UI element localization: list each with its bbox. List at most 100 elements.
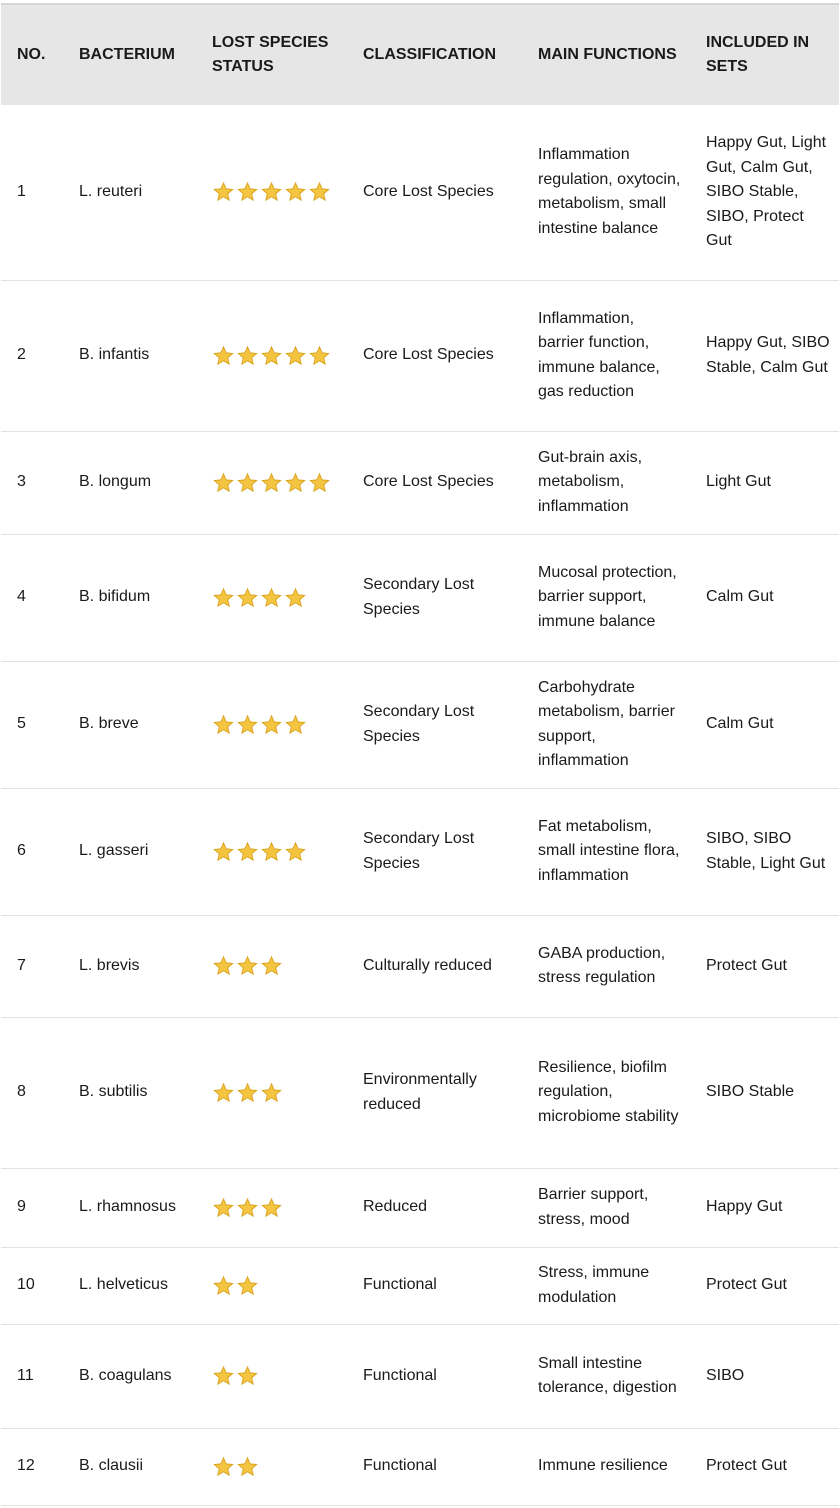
cell-bacterium: L. rhamnosus: [63, 1168, 196, 1248]
star-icon: [213, 1197, 234, 1217]
star-icon: [237, 1197, 258, 1217]
star-icon: [237, 1456, 258, 1476]
cell-sets: Protect Gut: [690, 915, 839, 1018]
star-icon: [261, 181, 282, 202]
star-icon: [309, 181, 330, 202]
cell-status: [196, 1428, 347, 1506]
star-icon: [213, 181, 234, 202]
cell-no: 2: [1, 280, 63, 432]
cell-sets: SIBO Stable: [690, 1017, 839, 1169]
cell-functions: Immune resilience: [522, 1428, 690, 1506]
star-rating: [212, 841, 341, 863]
cell-sets: Happy Gut, Light Gut, Calm Gut, SIBO Sta…: [690, 105, 839, 281]
cell-functions: Inflammation regulation, oxytocin, metab…: [522, 105, 690, 281]
cell-sets: Protect Gut: [690, 1247, 839, 1325]
star-icon: [237, 1365, 258, 1386]
cell-bacterium: B. bifidum: [63, 534, 196, 662]
cell-status: [196, 431, 347, 535]
table-row: 1 L. reuteri Core Lost Species Inflammat…: [1, 105, 839, 281]
star-rating: [212, 1197, 341, 1219]
cell-classification: Core Lost Species: [347, 280, 522, 432]
cell-no: 12: [1, 1428, 63, 1506]
cell-sets: SIBO, SIBO Stable, Light Gut: [690, 788, 839, 916]
cell-sets: Protect Gut: [690, 1428, 839, 1506]
star-icon: [309, 345, 330, 365]
cell-status: [196, 1017, 347, 1169]
header-bacterium: BACTERIUM: [63, 4, 196, 105]
cell-bacterium: L. reuteri: [63, 105, 196, 281]
header-status: LOST SPECIES STATUS: [196, 4, 347, 105]
star-icon: [237, 1082, 258, 1102]
cell-functions: Mucosal protection, barrier support, imm…: [522, 534, 690, 662]
cell-classification: Culturally reduced: [347, 915, 522, 1018]
table-row: 9 L. rhamnosus Reduced Barrier support, …: [1, 1168, 839, 1248]
cell-bacterium: B. breve: [63, 661, 196, 789]
cell-functions: Gut-brain axis, metabolism, inflammation: [522, 431, 690, 535]
cell-status: [196, 788, 347, 916]
cell-functions: Fat metabolism, small intestine flora, i…: [522, 788, 690, 916]
cell-functions: Inflammation, barrier function, immune b…: [522, 280, 690, 432]
cell-status: [196, 1168, 347, 1248]
star-rating: [212, 587, 341, 609]
cell-no: 8: [1, 1017, 63, 1169]
star-icon: [213, 714, 234, 734]
star-icon: [285, 714, 306, 734]
star-rating: [212, 1456, 341, 1478]
star-icon: [237, 1275, 258, 1295]
star-icon: [237, 587, 258, 607]
cell-sets: Calm Gut: [690, 534, 839, 662]
star-rating: [212, 472, 341, 494]
cell-no: 7: [1, 915, 63, 1018]
table-row: 4 B. bifidum Secondary Lost Species Muco…: [1, 534, 839, 662]
cell-bacterium: B. coagulans: [63, 1324, 196, 1429]
star-rating: [212, 181, 341, 203]
cell-sets: Happy Gut, SIBO Stable, Calm Gut: [690, 280, 839, 432]
star-icon: [285, 587, 306, 607]
cell-no: 6: [1, 788, 63, 916]
star-rating: [212, 1082, 341, 1104]
star-icon: [237, 955, 258, 976]
table-row: 2 B. infantis Core Lost Species Inflamma…: [1, 280, 839, 432]
cell-classification: Environmentally reduced: [347, 1017, 522, 1169]
cell-classification: Core Lost Species: [347, 105, 522, 281]
star-rating: [212, 345, 341, 367]
cell-functions: Barrier support, stress, mood: [522, 1168, 690, 1248]
star-icon: [261, 714, 282, 734]
cell-functions: Carbohydrate metabolism, barrier support…: [522, 661, 690, 789]
table-row: 8 B. subtilis Environmentally reduced Re…: [1, 1017, 839, 1169]
star-icon: [213, 345, 234, 365]
star-icon: [237, 841, 258, 861]
star-icon: [237, 472, 258, 492]
star-icon: [213, 841, 234, 861]
star-icon: [261, 1082, 282, 1102]
cell-status: [196, 1247, 347, 1325]
cell-classification: Secondary Lost Species: [347, 534, 522, 662]
table-row: 7 L. brevis Culturally reduced GABA prod…: [1, 915, 839, 1018]
cell-status: [196, 280, 347, 432]
star-rating: [212, 955, 341, 977]
star-icon: [237, 345, 258, 365]
cell-no: 9: [1, 1168, 63, 1248]
bacteria-table: NO. BACTERIUM LOST SPECIES STATUS CLASSI…: [1, 3, 839, 1506]
cell-status: [196, 1324, 347, 1429]
cell-classification: Secondary Lost Species: [347, 661, 522, 789]
star-icon: [285, 345, 306, 365]
table-row: 10 L. helveticus Functional Stress, immu…: [1, 1247, 839, 1325]
star-icon: [213, 587, 234, 607]
star-icon: [213, 955, 234, 976]
cell-classification: Functional: [347, 1247, 522, 1325]
star-icon: [261, 472, 282, 492]
star-icon: [261, 587, 282, 607]
star-rating: [212, 1275, 341, 1297]
cell-no: 4: [1, 534, 63, 662]
cell-bacterium: B. longum: [63, 431, 196, 535]
star-icon: [237, 714, 258, 734]
cell-classification: Functional: [347, 1324, 522, 1429]
cell-classification: Secondary Lost Species: [347, 788, 522, 916]
star-rating: [212, 1365, 341, 1387]
header-no: NO.: [1, 4, 63, 105]
star-icon: [213, 472, 234, 492]
cell-sets: SIBO: [690, 1324, 839, 1429]
cell-no: 1: [1, 105, 63, 281]
star-icon: [261, 955, 282, 976]
